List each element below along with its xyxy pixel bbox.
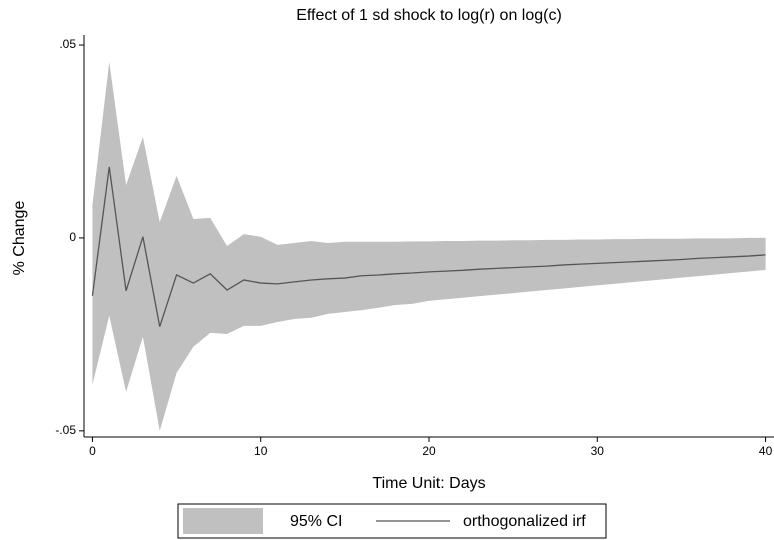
legend-swatch — [183, 508, 263, 534]
x-tick-label: 30 — [591, 444, 605, 458]
y-tick-label: -.05 — [55, 423, 76, 437]
x-tick-label: 40 — [759, 444, 773, 458]
legend-label: 95% CI — [290, 513, 342, 530]
legend-label: orthogonalized irf — [463, 513, 586, 530]
x-axis-label: Time Unit: Days — [372, 475, 485, 492]
y-tick-label: 0 — [69, 230, 76, 244]
chart-title: Effect of 1 sd shock to log(r) on log(c) — [296, 7, 562, 24]
y-tick-label: .05 — [59, 37, 76, 51]
x-tick-label: 20 — [422, 444, 436, 458]
x-tick-label: 10 — [254, 444, 268, 458]
irf-line — [91, 166, 766, 327]
y-axis-label: % Change — [11, 201, 28, 276]
x-tick-label: 0 — [89, 444, 96, 458]
ci-band — [92, 62, 766, 431]
